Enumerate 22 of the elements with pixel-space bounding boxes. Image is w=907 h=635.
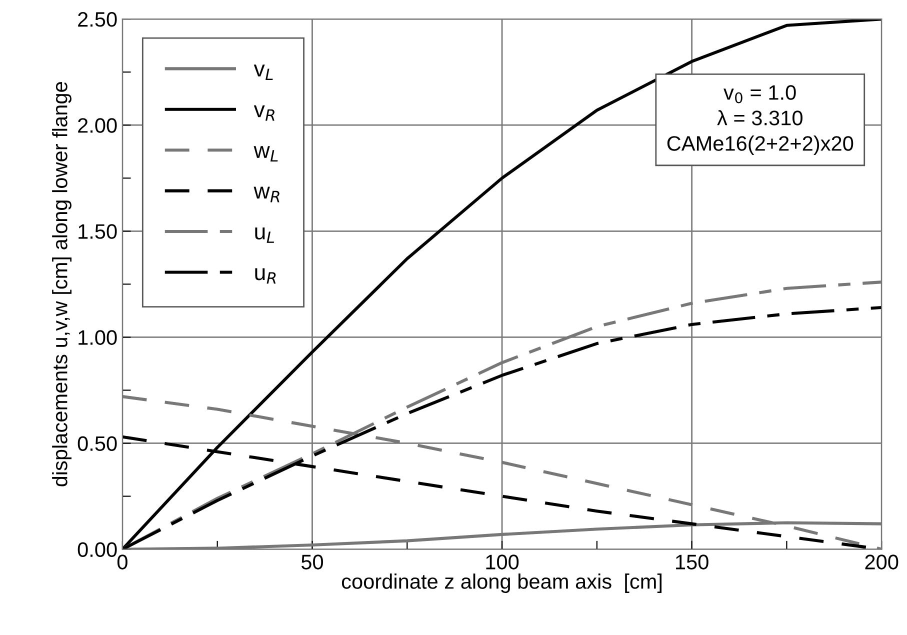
legend-label: u$_{R}$ <box>255 268 276 284</box>
legend-label: u$_{L}$ <box>255 228 274 243</box>
x-tick-label: 150 <box>676 554 708 570</box>
legend-label: v$_{L}$ <box>254 64 273 80</box>
annotation: λ = 3.310 <box>717 110 802 126</box>
y-axis-title: displacements u,v,w [cm] along lower flange <box>52 82 72 486</box>
y-tick-label: 0.50 <box>78 436 117 451</box>
x-tick-label: 100 <box>486 554 519 570</box>
annotation: CAMe16(2+2+2)x20 <box>667 136 854 155</box>
x-tick-label: 50 <box>301 554 324 570</box>
legend-label: v$_{R}$ <box>254 105 274 121</box>
legend-label: w$_{R}$ <box>254 186 280 202</box>
legend-label: w$_{L}$ <box>254 146 278 162</box>
x-axis-title: coordinate z along beam axis [cm] <box>342 574 662 593</box>
y-tick-label: 1.00 <box>78 330 117 345</box>
y-tick-label: 1.50 <box>78 224 117 239</box>
y-tick-label: 0.00 <box>78 542 117 558</box>
x-tick-label: 0 <box>117 554 128 570</box>
annotation: v$_{0}$ = 1.0 <box>724 85 796 104</box>
y-tick-label: 2.00 <box>78 118 117 133</box>
y-tick-label: 2.50 <box>78 12 117 27</box>
x-tick-label: 200 <box>865 554 898 570</box>
